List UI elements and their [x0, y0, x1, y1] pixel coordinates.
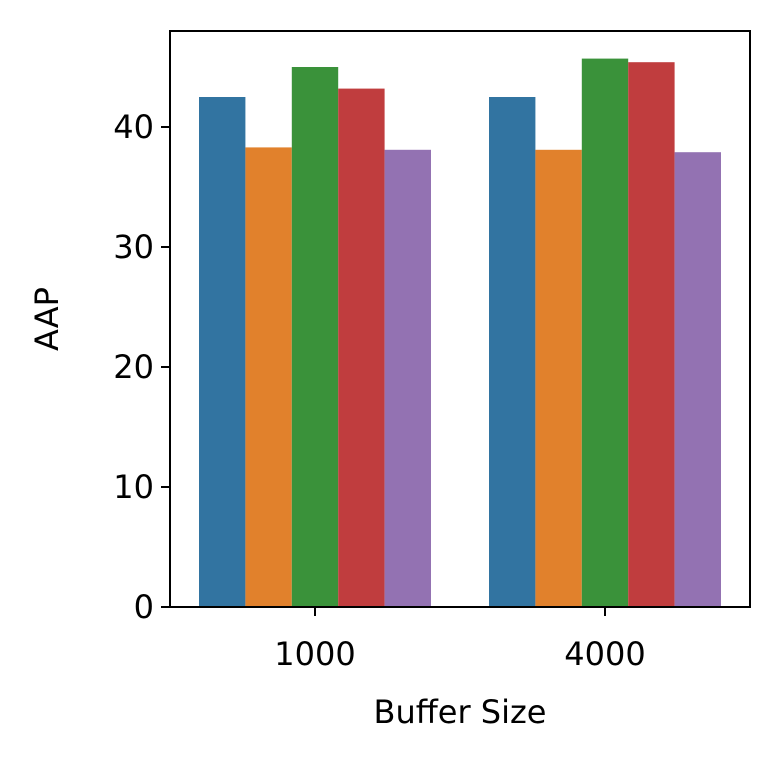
- bar-1000-series-3: [291, 67, 339, 607]
- y-axis: 0 10 20 30 40: [113, 108, 170, 626]
- bar-4000-series-4: [628, 62, 675, 607]
- bar-4000-series-1: [489, 97, 536, 607]
- bar-1000-series-2: [245, 147, 292, 607]
- bar-1000-series-5: [384, 149, 431, 608]
- y-tick-label: 0: [134, 588, 154, 626]
- x-tick-label: 1000: [274, 635, 355, 673]
- x-axis-label: Buffer Size: [374, 693, 547, 731]
- x-tick-label: 4000: [564, 635, 645, 673]
- bar-4000-series-3: [581, 58, 629, 608]
- y-tick-label: 30: [113, 228, 154, 266]
- bar-1000-series-1: [199, 97, 246, 607]
- y-tick-label: 40: [113, 108, 154, 146]
- y-axis-label: AAP: [28, 287, 66, 351]
- y-tick-label: 10: [113, 468, 154, 506]
- bar-4000-series-2: [535, 149, 582, 608]
- bar-1000-series-4: [338, 88, 385, 608]
- y-tick-label: 20: [113, 348, 154, 386]
- bar-4000-series-5: [674, 152, 721, 607]
- x-axis: 1000 4000: [274, 607, 646, 673]
- plot-frame: [169, 30, 751, 608]
- bars-layer: [199, 58, 721, 608]
